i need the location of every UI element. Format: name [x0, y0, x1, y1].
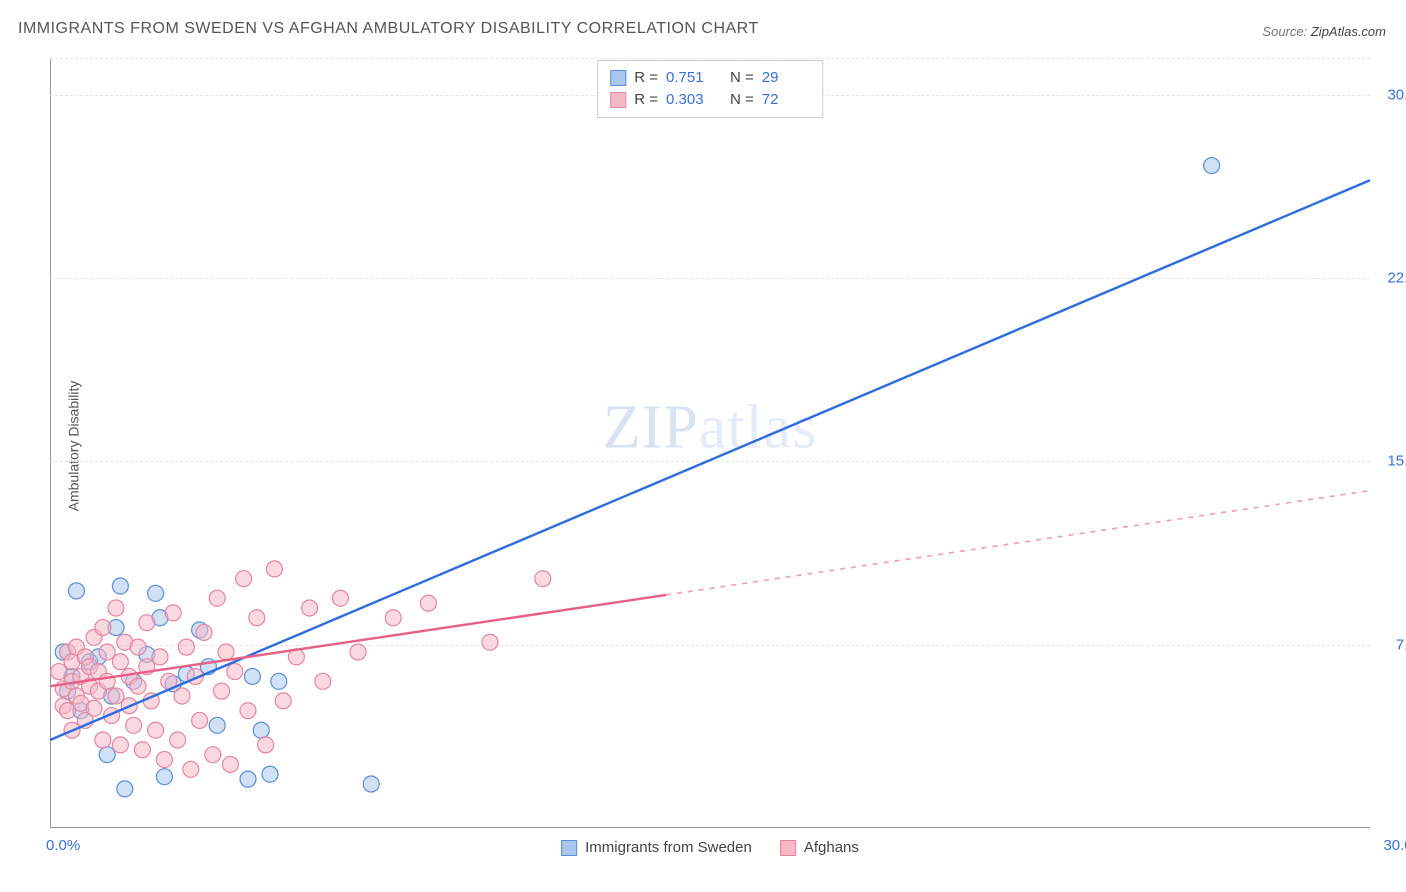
swatch-afghans — [780, 840, 796, 856]
plot-area: 7.5%15.0%22.5%30.0% 0.0% 30.0% ZIPatlas … — [50, 58, 1370, 828]
legend-label-sweden: Immigrants from Sweden — [585, 839, 752, 856]
legend-stats-row-1: R = 0.751 N = 29 — [610, 67, 810, 89]
y-tick-label: 30.0% — [1375, 86, 1406, 103]
source-value: ZipAtlas.com — [1311, 24, 1386, 39]
swatch-afghans — [610, 92, 626, 108]
y-tick-label: 7.5% — [1375, 636, 1406, 653]
n-value-afghans: 72 — [762, 89, 810, 111]
regression-line-dashed-afghans — [666, 491, 1370, 595]
swatch-sweden — [561, 840, 577, 856]
r-label: R = — [634, 89, 658, 111]
n-label: N = — [730, 67, 754, 89]
n-value-sweden: 29 — [762, 67, 810, 89]
legend-label-afghans: Afghans — [804, 839, 859, 856]
legend-stats: R = 0.751 N = 29 R = 0.303 N = 72 — [597, 60, 823, 118]
swatch-sweden — [610, 70, 626, 86]
x-tick-min: 0.0% — [46, 837, 80, 854]
r-value-afghans: 0.303 — [666, 89, 714, 111]
r-value-sweden: 0.751 — [666, 67, 714, 89]
chart-title: IMMIGRANTS FROM SWEDEN VS AFGHAN AMBULAT… — [18, 20, 759, 38]
source-label: Source: — [1262, 24, 1307, 39]
r-label: R = — [634, 67, 658, 89]
legend-series: Immigrants from Sweden Afghans — [561, 839, 859, 856]
legend-stats-row-2: R = 0.303 N = 72 — [610, 89, 810, 111]
source-attribution: Source: ZipAtlas.com — [1262, 24, 1386, 39]
y-tick-label: 15.0% — [1375, 453, 1406, 470]
legend-item-afghans: Afghans — [780, 839, 859, 856]
n-label: N = — [730, 89, 754, 111]
legend-item-sweden: Immigrants from Sweden — [561, 839, 752, 856]
regression-lines — [50, 58, 1370, 828]
x-tick-max: 30.0% — [1383, 837, 1406, 854]
y-tick-label: 22.5% — [1375, 270, 1406, 287]
